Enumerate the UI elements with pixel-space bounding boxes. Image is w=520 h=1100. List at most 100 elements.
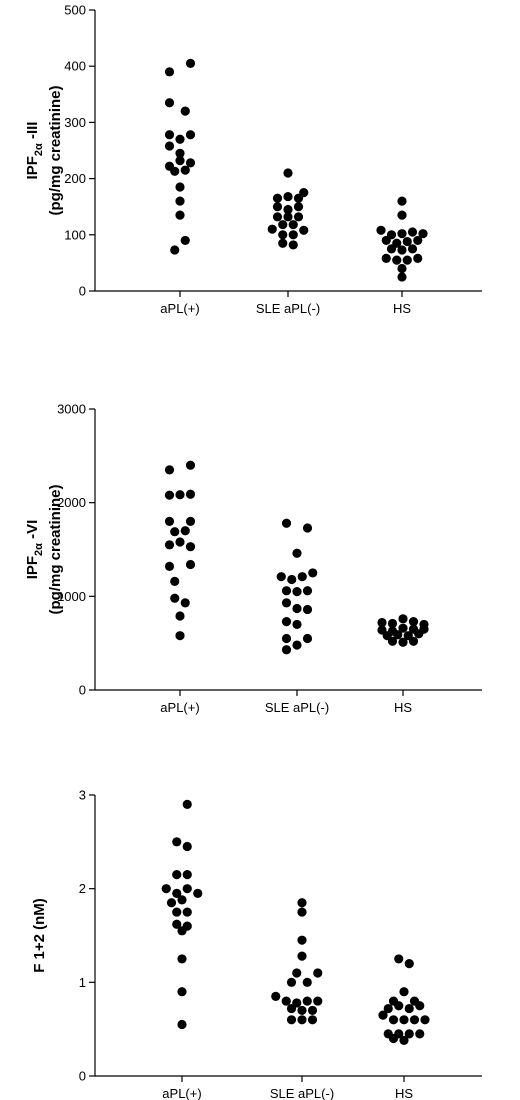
data-point <box>175 611 185 621</box>
data-point <box>172 919 182 929</box>
data-point <box>376 225 386 235</box>
y-axis-title: IPF2α -VI <box>24 520 45 580</box>
data-point <box>415 1029 425 1039</box>
data-point <box>281 633 292 644</box>
data-point <box>175 134 185 144</box>
data-point <box>386 244 397 254</box>
chart-panel-3: 0 1 2 3 aPL(+) SLE aPL(-) HS F 1+2 (nM) <box>31 788 482 1100</box>
data-point <box>293 212 304 222</box>
data-point <box>302 977 312 987</box>
data-point <box>292 548 302 558</box>
data-point <box>177 987 187 997</box>
data-point <box>297 572 307 582</box>
x-category-label: HS <box>395 1086 413 1100</box>
data-point <box>387 636 398 646</box>
data-point <box>175 490 185 500</box>
data-point <box>267 224 277 234</box>
data-point <box>378 1010 388 1020</box>
data-point <box>297 1015 307 1025</box>
y-tick-label: 100 <box>64 227 86 242</box>
data-point <box>292 587 302 597</box>
chart-panel-2: 0 1000 2000 3000 aPL(+) SLE aPL(-) HS IPF2α -VI… <box>24 402 482 715</box>
data-point <box>302 586 313 596</box>
data-point <box>292 640 302 650</box>
data-point <box>397 263 407 274</box>
data-point <box>397 272 407 282</box>
data-point <box>161 884 171 894</box>
data-point <box>185 516 196 527</box>
data-point <box>392 255 402 265</box>
x-category-label: aPL(+) <box>160 301 199 316</box>
data-point <box>408 617 419 627</box>
data-point <box>185 542 196 552</box>
data-point <box>307 1015 318 1025</box>
data-point <box>302 523 313 533</box>
y-tick-label: 1000 <box>57 589 86 604</box>
data-point <box>164 67 175 77</box>
data-point <box>286 977 297 987</box>
data-point <box>177 895 187 905</box>
data-point <box>164 516 175 527</box>
data-point <box>413 235 423 246</box>
data-point <box>172 837 182 847</box>
data-point <box>164 465 175 475</box>
data-point <box>413 253 423 264</box>
data-point <box>185 58 196 68</box>
data-point <box>297 1005 307 1016</box>
y-axis-unit: (pg/mg creatinine) <box>47 484 64 614</box>
data-point <box>164 130 175 140</box>
data-point <box>164 141 175 151</box>
data-point <box>415 1001 425 1011</box>
x-category-label: SLE aPL(-) <box>270 1086 334 1100</box>
data-point <box>313 968 323 978</box>
y-axis-title-main: F 1+2 (nM) <box>31 898 48 973</box>
data-point <box>408 636 419 646</box>
data-point <box>407 244 418 254</box>
data-point <box>177 926 187 936</box>
y-axis-title-suffix: -III <box>24 122 41 144</box>
y-axis-title-subscript: 2α <box>33 143 45 156</box>
data-point <box>404 959 414 969</box>
data-point <box>281 617 292 627</box>
data-point <box>307 1005 318 1016</box>
data-point <box>398 614 408 624</box>
data-point <box>420 1015 430 1025</box>
y-tick-label: 1 <box>79 975 86 990</box>
data-point <box>297 935 307 945</box>
data-point <box>286 1003 297 1014</box>
data-point <box>175 210 185 220</box>
x-category-label: SLE aPL(-) <box>256 301 320 316</box>
data-point <box>397 210 407 220</box>
y-tick-label: 200 <box>64 171 86 186</box>
data-point <box>272 193 283 203</box>
y-tick-label: 0 <box>79 683 86 698</box>
data-point <box>281 598 292 608</box>
data-point <box>170 593 180 603</box>
data-point <box>278 230 288 240</box>
data-point <box>175 182 185 192</box>
data-point <box>287 574 297 585</box>
data-point <box>286 1015 297 1025</box>
data-point <box>175 631 185 641</box>
data-point <box>182 870 192 880</box>
data-point <box>394 954 404 964</box>
data-point <box>193 888 203 898</box>
y-axis-title-main: IPF <box>24 556 41 579</box>
y-tick-label: 2000 <box>57 495 86 510</box>
data-point <box>177 1019 187 1030</box>
data-point <box>381 253 391 264</box>
data-point <box>397 245 407 255</box>
data-point <box>292 619 302 630</box>
y-axis-unit: (pg/mg creatinine) <box>47 85 64 215</box>
data-point <box>281 518 292 528</box>
data-point <box>308 568 318 578</box>
data-point <box>272 212 283 222</box>
data-point <box>388 1015 399 1025</box>
data-point <box>302 633 313 644</box>
x-category-label: HS <box>393 301 411 316</box>
data-point <box>185 130 196 140</box>
data-point <box>164 98 175 108</box>
data-point <box>180 165 190 175</box>
data-point <box>297 907 307 917</box>
